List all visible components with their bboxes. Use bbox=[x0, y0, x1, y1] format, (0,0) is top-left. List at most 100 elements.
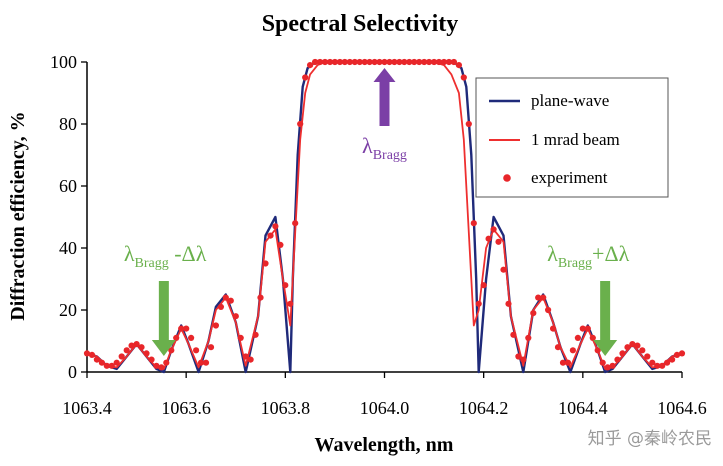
data-point bbox=[500, 266, 507, 273]
data-point bbox=[396, 58, 403, 66]
arrow-down-icon bbox=[593, 281, 618, 356]
data-point bbox=[465, 120, 472, 128]
data-point bbox=[435, 58, 443, 66]
data-point bbox=[495, 238, 502, 245]
y-tick-label: 60 bbox=[59, 176, 77, 196]
data-point bbox=[366, 58, 373, 66]
data-point bbox=[564, 359, 572, 366]
legend-swatch-experiment bbox=[503, 174, 511, 182]
annotation-label: λBragg+Δλ bbox=[547, 241, 629, 271]
annotation-bragg-plus: λBragg+Δλ bbox=[547, 241, 630, 356]
data-point bbox=[579, 325, 586, 332]
data-point bbox=[525, 334, 532, 341]
data-point bbox=[594, 347, 601, 354]
legend: plane-wave 1 mrad beam experiment bbox=[475, 77, 669, 198]
data-point bbox=[128, 342, 135, 349]
data-point bbox=[168, 347, 175, 354]
data-point bbox=[450, 58, 457, 66]
data-point bbox=[659, 362, 666, 369]
data-point bbox=[312, 58, 319, 66]
series-layer bbox=[83, 58, 686, 374]
data-point bbox=[673, 351, 681, 358]
data-point bbox=[193, 347, 200, 354]
data-point bbox=[455, 62, 462, 69]
data-point bbox=[619, 350, 626, 357]
data-point bbox=[510, 331, 517, 338]
data-point bbox=[664, 359, 671, 366]
data-point bbox=[242, 353, 249, 360]
data-point bbox=[321, 58, 329, 66]
legend-label-experiment: experiment bbox=[531, 168, 608, 187]
data-point bbox=[153, 362, 160, 369]
data-point bbox=[485, 235, 492, 242]
x-tick-label: 1064.4 bbox=[558, 398, 608, 418]
data-point bbox=[108, 362, 115, 369]
data-point bbox=[292, 220, 299, 227]
data-point bbox=[624, 344, 631, 351]
arrow-up-icon bbox=[373, 68, 396, 126]
x-axis: 1063.4 1063.6 1063.8 1064.0 1064.2 1064.4 1064… bbox=[62, 372, 707, 418]
data-point bbox=[411, 58, 418, 66]
y-tick-label: 100 bbox=[50, 52, 77, 72]
data-point bbox=[118, 353, 125, 360]
data-point bbox=[316, 58, 324, 66]
data-point bbox=[470, 220, 477, 227]
data-point bbox=[480, 282, 487, 289]
data-point bbox=[530, 310, 537, 317]
data-point bbox=[83, 350, 91, 357]
data-point bbox=[133, 341, 140, 348]
legend-label-plane-wave: plane-wave bbox=[531, 91, 609, 110]
x-tick-label: 1063.4 bbox=[62, 398, 112, 418]
data-point bbox=[93, 356, 100, 363]
data-point bbox=[222, 294, 229, 301]
y-tick-label: 0 bbox=[68, 362, 77, 382]
data-point bbox=[475, 300, 482, 307]
data-point bbox=[227, 297, 234, 304]
data-point bbox=[143, 350, 150, 357]
y-axis-label: Diffraction efficiency, % bbox=[7, 111, 29, 320]
x-axis-label: Wavelength, nm bbox=[315, 434, 454, 456]
annotation-bragg: λBragg bbox=[362, 68, 407, 163]
data-point bbox=[559, 359, 567, 366]
data-point bbox=[277, 241, 284, 248]
data-point bbox=[386, 58, 393, 66]
y-axis: 0 20 40 60 80 100 bbox=[50, 52, 87, 382]
data-point bbox=[183, 325, 190, 332]
data-point bbox=[98, 359, 105, 366]
data-point bbox=[634, 342, 641, 349]
data-point bbox=[445, 58, 453, 66]
data-point bbox=[371, 58, 378, 66]
chart-title: Spectral Selectivity bbox=[262, 11, 459, 37]
y-tick-label: 20 bbox=[59, 300, 77, 320]
data-point bbox=[123, 347, 130, 354]
x-tick-label: 1063.6 bbox=[161, 398, 211, 418]
data-point bbox=[113, 359, 120, 366]
data-point bbox=[574, 334, 582, 341]
data-point bbox=[148, 356, 155, 363]
data-point bbox=[202, 359, 210, 366]
annotation-label: λBragg bbox=[362, 133, 407, 163]
data-point bbox=[361, 58, 368, 66]
arrow-down-icon bbox=[151, 281, 176, 356]
data-point bbox=[401, 58, 408, 66]
data-point bbox=[520, 356, 527, 363]
data-point bbox=[490, 226, 497, 233]
data-point bbox=[550, 325, 557, 332]
data-point bbox=[302, 74, 309, 81]
data-point bbox=[88, 351, 96, 358]
data-point bbox=[440, 58, 448, 66]
legend-label-1-mrad-beam: 1 mrad beam bbox=[531, 130, 620, 149]
watermark-text: 知乎 @秦岭农民 bbox=[588, 429, 712, 449]
data-point bbox=[217, 303, 224, 310]
annotation-bragg-minus: λBragg -Δλ bbox=[124, 241, 207, 356]
data-point bbox=[426, 58, 433, 66]
data-point bbox=[331, 58, 338, 66]
data-point bbox=[346, 58, 353, 66]
data-point bbox=[207, 344, 215, 351]
data-point bbox=[406, 58, 413, 66]
data-point bbox=[267, 232, 274, 239]
data-point bbox=[282, 282, 289, 289]
data-point bbox=[307, 62, 314, 69]
data-point bbox=[639, 347, 646, 354]
